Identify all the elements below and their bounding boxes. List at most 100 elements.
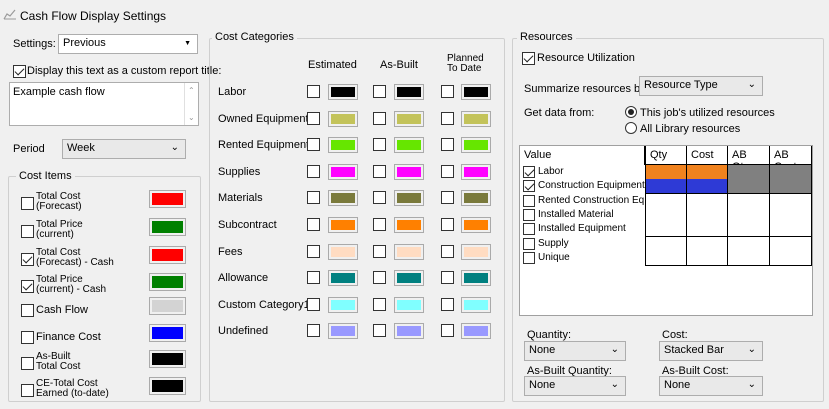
grid-cell[interactable] [770,194,812,209]
category-asbuilt-swatch[interactable] [394,84,424,100]
grid-cell[interactable] [645,179,687,194]
category-asbuilt-swatch[interactable] [394,323,424,339]
category-planned-checkbox[interactable] [441,112,454,125]
category-planned-swatch[interactable] [461,323,491,339]
cost-item-color-swatch[interactable] [149,218,186,236]
category-estimated-checkbox[interactable] [307,138,320,151]
category-asbuilt-checkbox[interactable] [373,324,386,337]
category-planned-swatch[interactable] [461,190,491,206]
category-asbuilt-swatch[interactable] [394,244,424,260]
grid-cell[interactable] [645,165,687,180]
cost-item-color-swatch[interactable] [149,297,186,315]
category-asbuilt-swatch[interactable] [394,270,424,286]
grid-cell[interactable] [645,251,687,266]
textbox-scrollbar[interactable]: ⌃ ⌄ [184,83,198,125]
category-planned-checkbox[interactable] [441,165,454,178]
grid-row-checkbox[interactable] [523,166,535,178]
grid-cell[interactable] [728,208,770,223]
grid-cell[interactable] [728,222,770,237]
category-planned-swatch[interactable] [461,111,491,127]
cost-item-color-swatch[interactable] [149,377,186,395]
category-asbuilt-swatch[interactable] [394,217,424,233]
category-planned-checkbox[interactable] [441,271,454,284]
category-planned-swatch[interactable] [461,84,491,100]
scroll-up-icon[interactable]: ⌃ [188,86,195,95]
category-estimated-swatch[interactable] [328,270,358,286]
grid-cell[interactable] [645,194,687,209]
category-estimated-swatch[interactable] [328,217,358,233]
category-asbuilt-checkbox[interactable] [373,165,386,178]
category-estimated-swatch[interactable] [328,137,358,153]
cost-item-checkbox[interactable] [21,304,34,317]
grid-cell[interactable] [687,179,728,194]
grid-cell[interactable] [770,237,812,252]
scroll-down-icon[interactable]: ⌄ [188,113,195,122]
category-estimated-checkbox[interactable] [307,165,320,178]
cost-combo[interactable]: Stacked Bar ⌄ [659,341,763,361]
category-estimated-swatch[interactable] [328,111,358,127]
cost-item-color-swatch[interactable] [149,350,186,368]
grid-cell[interactable] [687,251,728,266]
custom-title-textbox[interactable]: Example cash flow ⌃ ⌄ [9,82,199,126]
grid-cell[interactable] [728,179,770,194]
grid-cell[interactable] [645,208,687,223]
cost-item-color-swatch[interactable] [149,324,186,342]
category-planned-checkbox[interactable] [441,85,454,98]
grid-row-checkbox[interactable] [523,180,535,192]
category-planned-swatch[interactable] [461,217,491,233]
category-estimated-swatch[interactable] [328,244,358,260]
category-planned-swatch[interactable] [461,244,491,260]
cost-item-checkbox[interactable] [21,331,34,344]
category-planned-checkbox[interactable] [441,324,454,337]
category-estimated-swatch[interactable] [328,190,358,206]
category-planned-checkbox[interactable] [441,298,454,311]
ab-cost-combo[interactable]: None ⌄ [659,376,763,396]
category-estimated-checkbox[interactable] [307,112,320,125]
category-asbuilt-swatch[interactable] [394,164,424,180]
category-estimated-checkbox[interactable] [307,324,320,337]
grid-cell[interactable] [770,251,812,266]
category-planned-checkbox[interactable] [441,245,454,258]
category-estimated-checkbox[interactable] [307,271,320,284]
cost-item-checkbox[interactable] [21,384,34,397]
cost-item-color-swatch[interactable] [149,273,186,291]
cost-item-checkbox[interactable] [21,253,34,266]
category-estimated-checkbox[interactable] [307,245,320,258]
radio-library-resources[interactable] [625,122,637,134]
category-asbuilt-checkbox[interactable] [373,112,386,125]
category-planned-swatch[interactable] [461,137,491,153]
cost-item-checkbox[interactable] [21,357,34,370]
cost-item-checkbox[interactable] [21,197,34,210]
grid-cell[interactable] [728,237,770,252]
category-estimated-checkbox[interactable] [307,218,320,231]
category-asbuilt-checkbox[interactable] [373,245,386,258]
category-estimated-swatch[interactable] [328,164,358,180]
grid-row-checkbox[interactable] [523,252,535,264]
settings-combo[interactable]: Previous ▼ [58,34,198,54]
radio-job-resources[interactable] [625,106,637,118]
grid-row-checkbox[interactable] [523,238,535,250]
grid-cell[interactable] [770,165,812,180]
category-planned-swatch[interactable] [461,270,491,286]
cost-item-checkbox[interactable] [21,225,34,238]
category-estimated-checkbox[interactable] [307,191,320,204]
grid-cell[interactable] [728,194,770,209]
ab-quantity-combo[interactable]: None ⌄ [524,376,626,396]
category-asbuilt-swatch[interactable] [394,190,424,206]
period-combo[interactable]: Week ⌄ [62,139,186,159]
category-asbuilt-checkbox[interactable] [373,191,386,204]
grid-cell[interactable] [770,208,812,223]
grid-cell[interactable] [645,222,687,237]
grid-cell[interactable] [728,251,770,266]
category-asbuilt-checkbox[interactable] [373,138,386,151]
category-estimated-checkbox[interactable] [307,298,320,311]
grid-row-checkbox[interactable] [523,209,535,221]
category-asbuilt-checkbox[interactable] [373,298,386,311]
grid-cell[interactable] [687,208,728,223]
category-asbuilt-checkbox[interactable] [373,85,386,98]
category-estimated-checkbox[interactable] [307,85,320,98]
grid-cell[interactable] [687,194,728,209]
category-asbuilt-swatch[interactable] [394,137,424,153]
grid-row-checkbox[interactable] [523,223,535,235]
category-planned-swatch[interactable] [461,297,491,313]
